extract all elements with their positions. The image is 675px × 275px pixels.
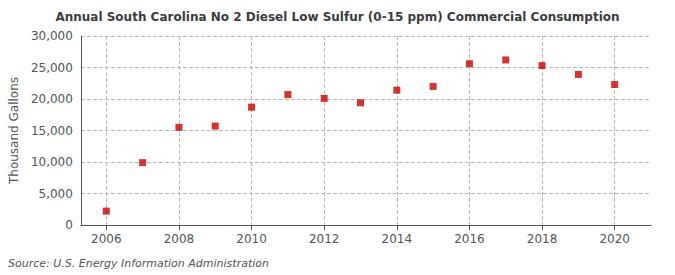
svg-text:Annual South Carolina No 2 Die: Annual South Carolina No 2 Diesel Low Su…	[55, 10, 619, 24]
svg-text:20,000: 20,000	[31, 92, 73, 106]
svg-text:2010: 2010	[236, 232, 267, 246]
svg-text:Thousand Gallons: Thousand Gallons	[7, 77, 21, 185]
svg-text:2014: 2014	[382, 232, 413, 246]
svg-text:5,000: 5,000	[39, 187, 73, 201]
svg-text:2008: 2008	[164, 232, 195, 246]
svg-text:0: 0	[65, 218, 73, 232]
svg-text:25,000: 25,000	[31, 61, 73, 75]
svg-text:2006: 2006	[91, 232, 122, 246]
svg-text:Source: U.S. Energy Informatio: Source: U.S. Energy Information Administ…	[8, 257, 269, 270]
svg-text:30,000: 30,000	[31, 29, 73, 43]
svg-text:2012: 2012	[309, 232, 340, 246]
svg-text:2020: 2020	[599, 232, 630, 246]
svg-text:10,000: 10,000	[31, 155, 73, 169]
svg-text:2016: 2016	[454, 232, 485, 246]
svg-text:15,000: 15,000	[31, 124, 73, 138]
svg-text:2018: 2018	[527, 232, 558, 246]
